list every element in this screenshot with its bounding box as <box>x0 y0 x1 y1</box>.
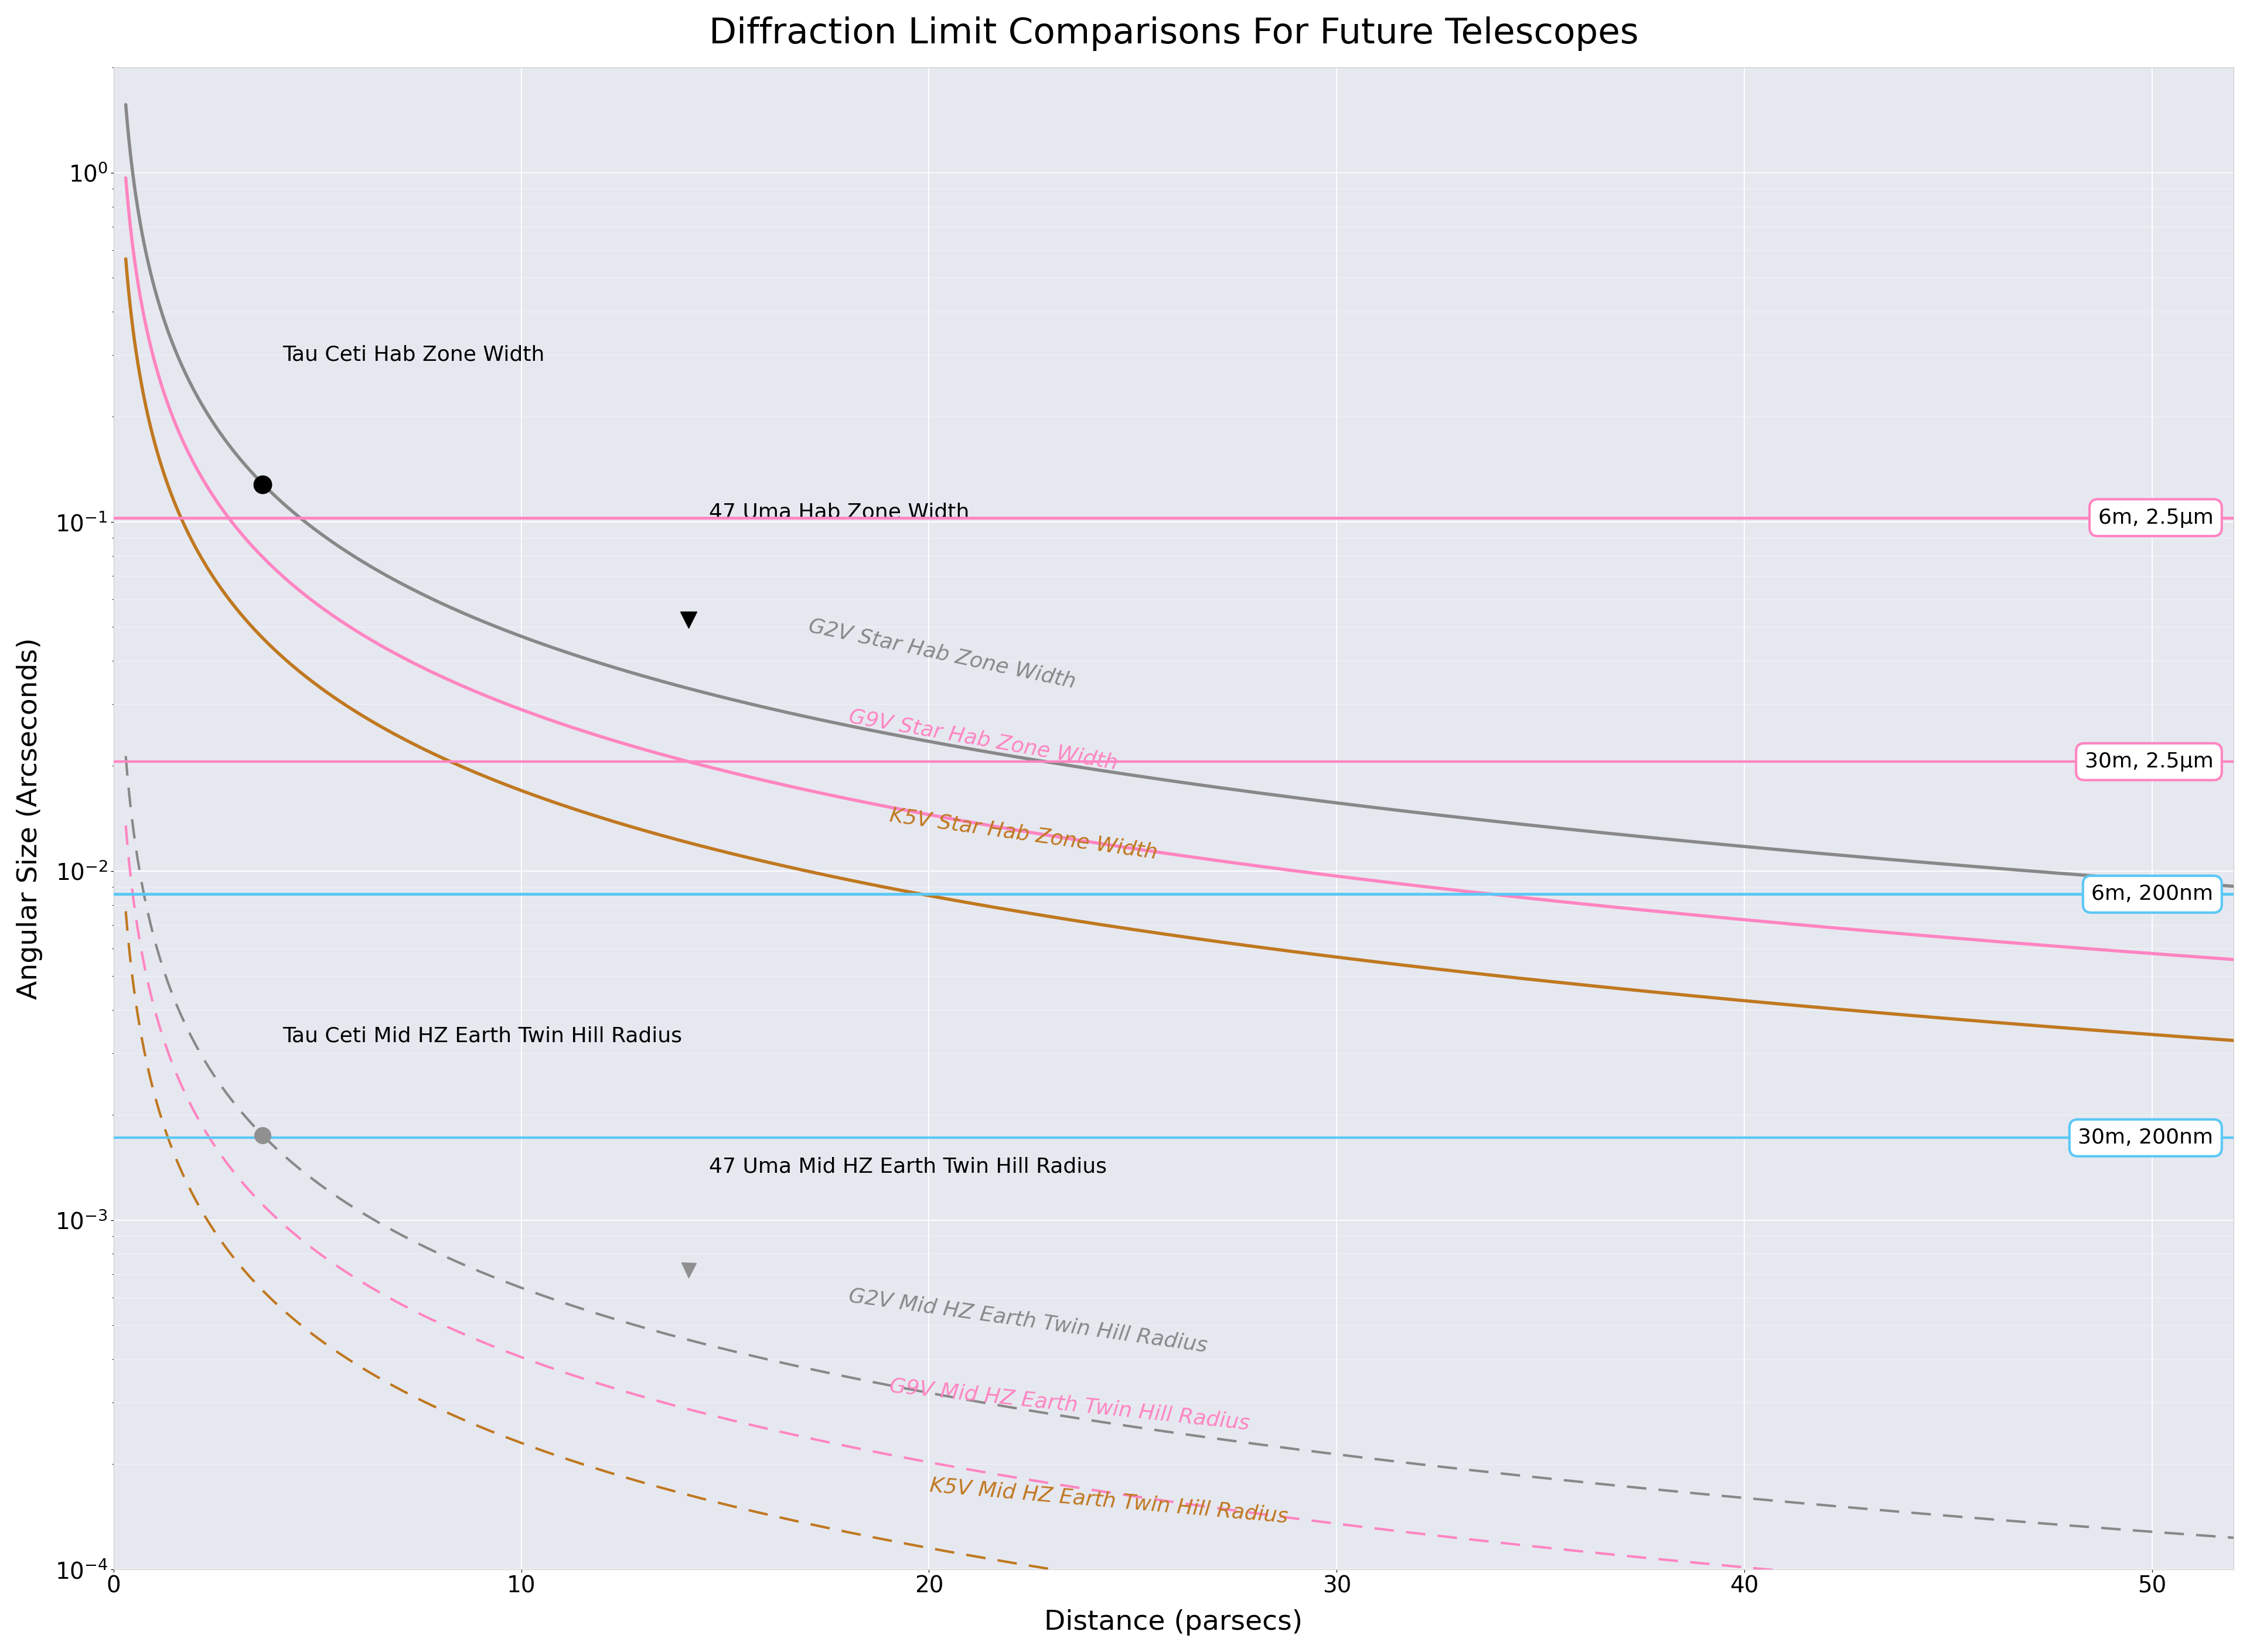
X-axis label: Distance (parsecs): Distance (parsecs) <box>1044 1609 1303 1635</box>
Text: K5V Mid HZ Earth Twin Hill Radius: K5V Mid HZ Earth Twin Hill Radius <box>929 1475 1289 1526</box>
Text: 6m, 200nm: 6m, 200nm <box>2092 884 2214 904</box>
Text: Tau Ceti Mid HZ Earth Twin Hill Radius: Tau Ceti Mid HZ Earth Twin Hill Radius <box>284 1026 682 1046</box>
Text: 6m, 2.5μm: 6m, 2.5μm <box>2097 507 2214 527</box>
Text: Tau Ceti Hab Zone Width: Tau Ceti Hab Zone Width <box>284 345 544 365</box>
Y-axis label: Angular Size (Arcseconds): Angular Size (Arcseconds) <box>16 638 43 999</box>
Text: 47 Uma Hab Zone Width: 47 Uma Hab Zone Width <box>709 502 970 522</box>
Title: Diffraction Limit Comparisons For Future Telescopes: Diffraction Limit Comparisons For Future… <box>709 17 1638 51</box>
Text: 47 Uma Mid HZ Earth Twin Hill Radius: 47 Uma Mid HZ Earth Twin Hill Radius <box>709 1156 1107 1176</box>
Text: G2V Star Hab Zone Width: G2V Star Hab Zone Width <box>808 616 1078 692</box>
Text: G9V Star Hab Zone Width: G9V Star Hab Zone Width <box>848 707 1120 773</box>
Text: 30m, 200nm: 30m, 200nm <box>2079 1128 2214 1148</box>
Text: 30m, 2.5μm: 30m, 2.5μm <box>2084 752 2214 771</box>
Text: G9V Mid HZ Earth Twin Hill Radius: G9V Mid HZ Earth Twin Hill Radius <box>889 1376 1251 1434</box>
Text: G2V Mid HZ Earth Twin Hill Radius: G2V Mid HZ Earth Twin Hill Radius <box>848 1285 1208 1356</box>
Text: K5V Star Hab Zone Width: K5V Star Hab Zone Width <box>889 806 1159 862</box>
